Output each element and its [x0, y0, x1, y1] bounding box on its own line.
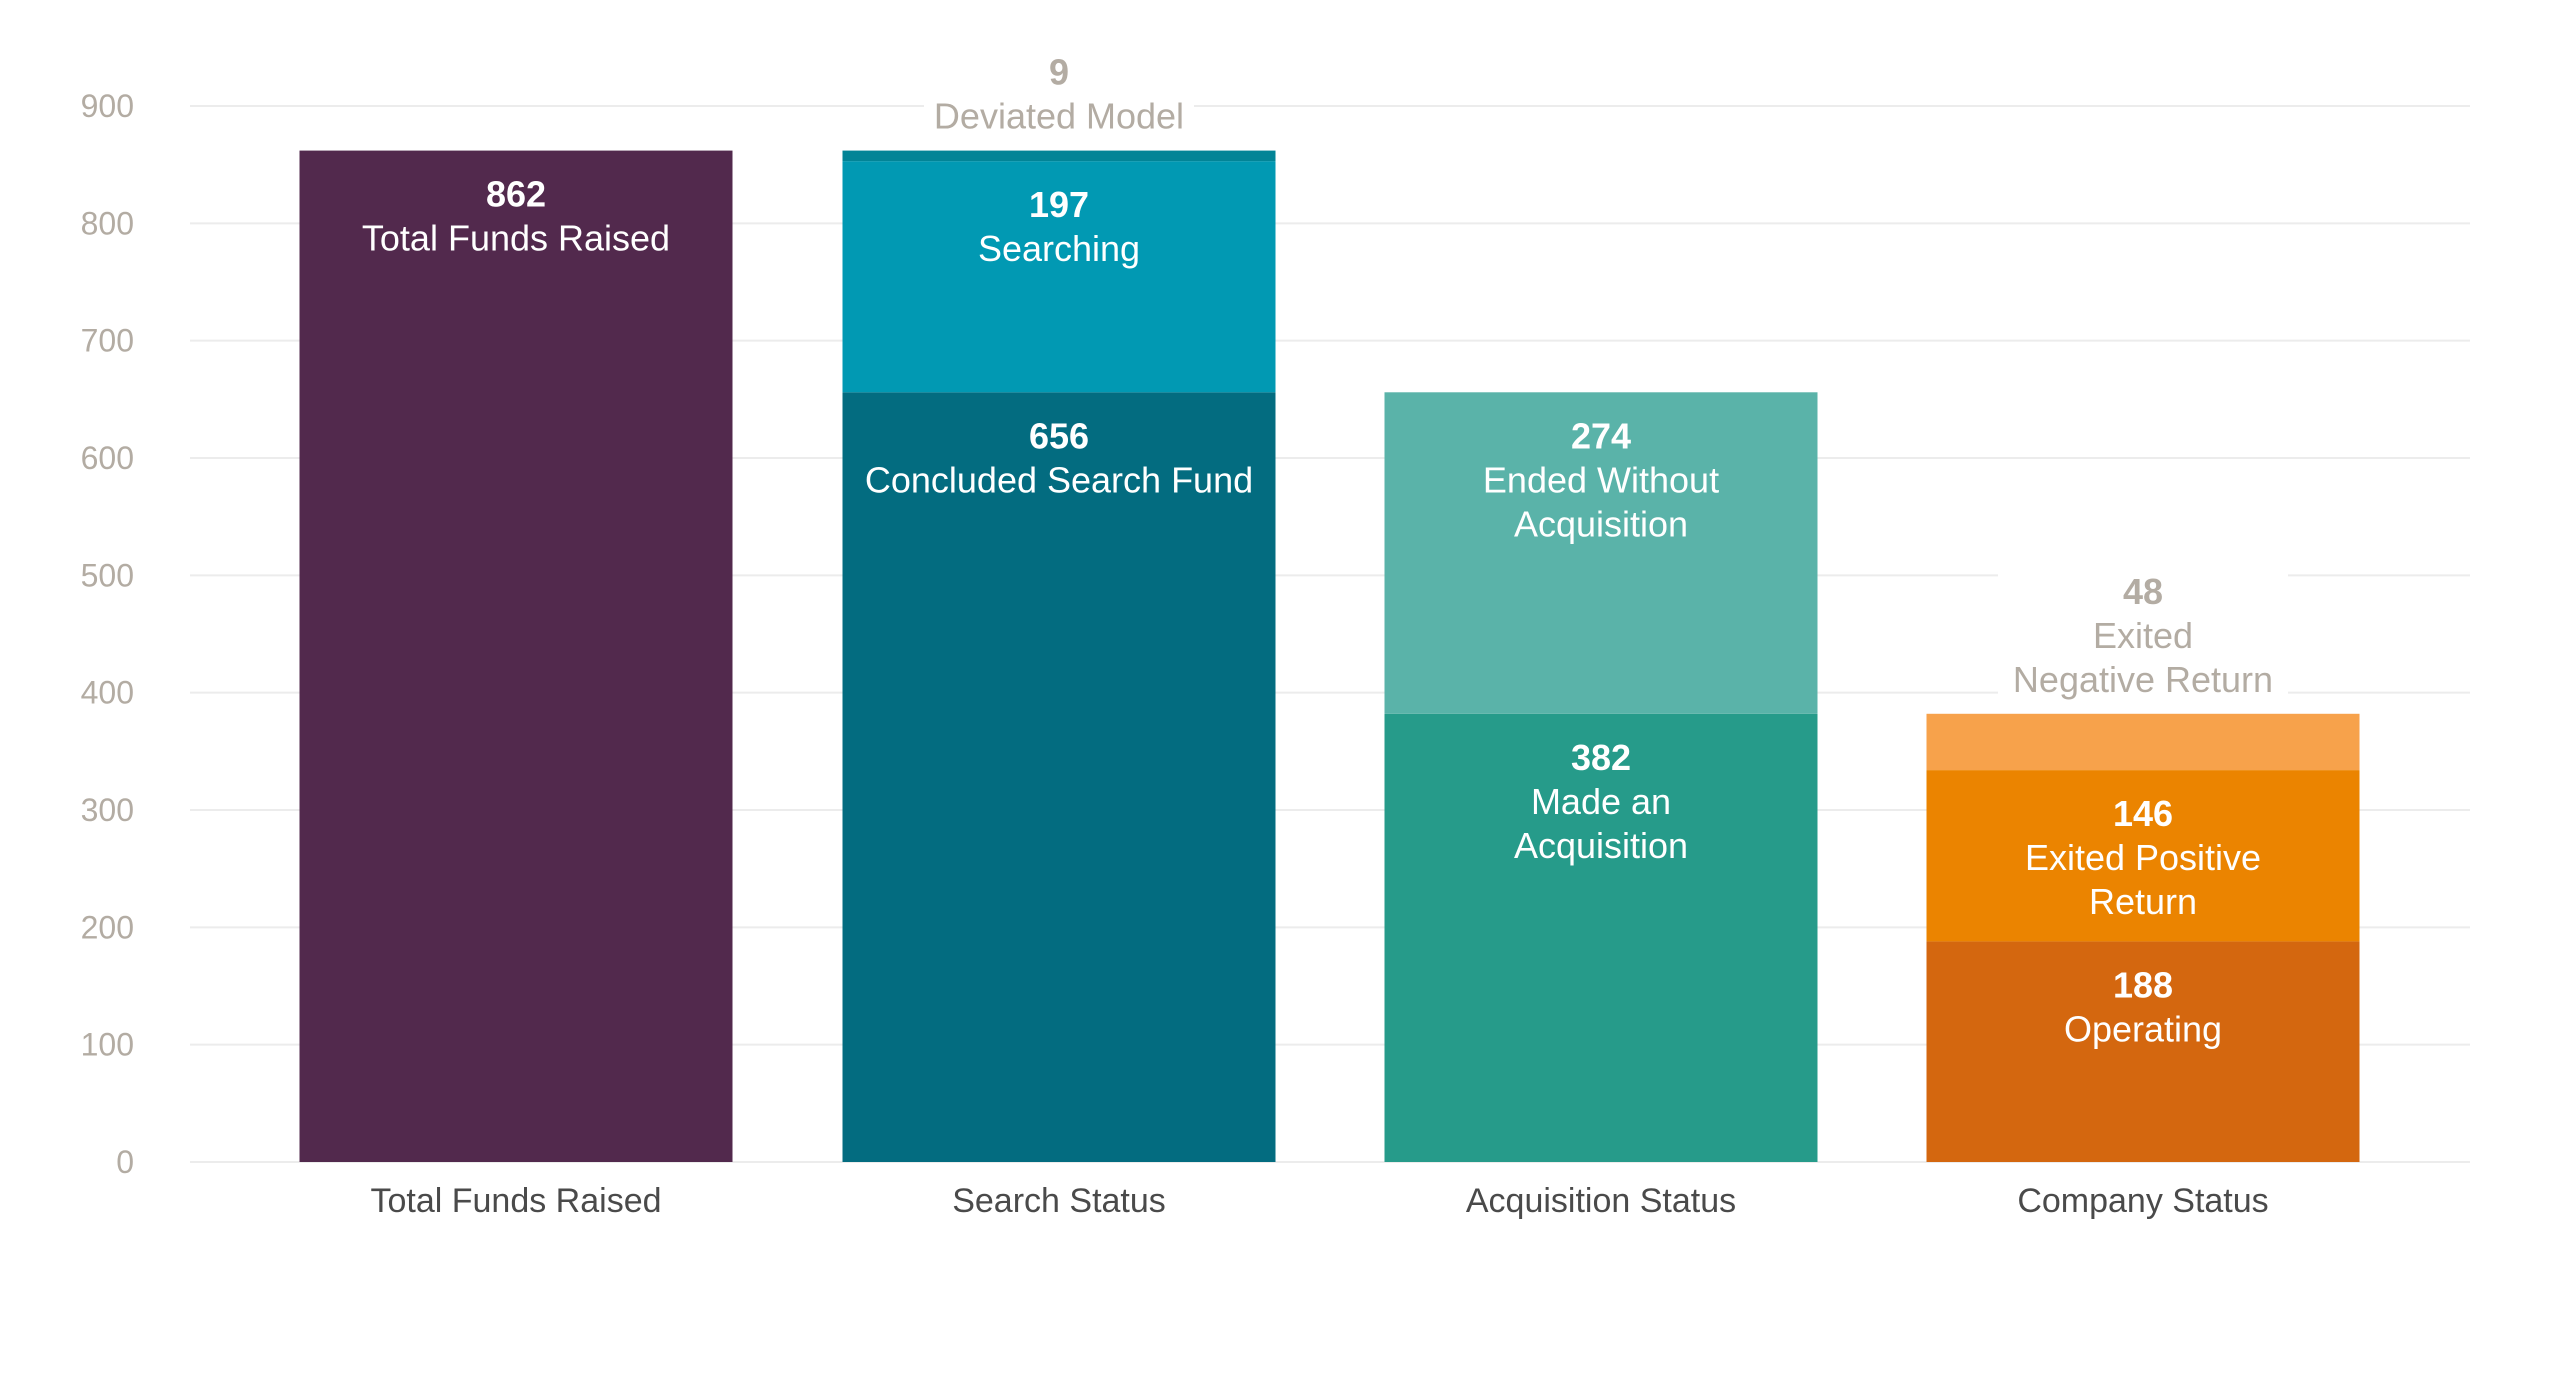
- y-tick-label: 0: [116, 1144, 134, 1180]
- x-tick-label: Company Status: [2017, 1182, 2268, 1220]
- data-label-value: 382: [1571, 737, 1631, 778]
- y-tick-label: 700: [81, 323, 134, 359]
- data-label-value: 862: [486, 174, 546, 215]
- data-label-name: Negative Return: [2013, 659, 2273, 700]
- bar-segment: [1384, 392, 1818, 714]
- data-label-value: 188: [2113, 964, 2173, 1005]
- data-label-value: 9: [1049, 52, 1069, 93]
- data-label-value: 48: [2123, 571, 2163, 612]
- y-tick-label: 400: [81, 675, 134, 711]
- y-tick-label: 100: [81, 1027, 134, 1063]
- y-axis: 0 100 200 300 400 500 600 700 800 900: [81, 88, 134, 1180]
- data-label-name: Acquisition: [1514, 503, 1688, 544]
- bar-segment: [299, 150, 733, 1162]
- x-axis: Total Funds Raised Search Status Acquisiti…: [370, 1182, 2268, 1220]
- data-label-value: 197: [1029, 184, 1089, 225]
- data-label-name: Made an: [1531, 781, 1671, 822]
- data-label-name: Acquisition: [1514, 825, 1688, 866]
- bar-segment: [1926, 713, 2360, 771]
- bars: [299, 150, 2360, 1162]
- label-background: [924, 48, 1194, 143]
- x-tick-label: Acquisition Status: [1466, 1182, 1736, 1220]
- y-tick-label: 800: [81, 205, 134, 241]
- bar-segment: [842, 161, 1276, 393]
- data-label-value: 146: [2113, 793, 2173, 834]
- data-label-name: Exited Positive: [2025, 837, 2261, 878]
- data-label-value: 274: [1571, 415, 1631, 456]
- bar-segment: [842, 392, 1276, 1162]
- data-label-name: Deviated Model: [934, 96, 1184, 137]
- data-label-name: Concluded Search Fund: [865, 459, 1253, 500]
- y-tick-label: 500: [81, 557, 134, 593]
- data-label-name: Return: [2089, 881, 2197, 922]
- bar-segment: [1926, 770, 2360, 942]
- bar-segment: [1384, 713, 1818, 1162]
- data-label-name: Searching: [978, 228, 1140, 269]
- data-label-name: Total Funds Raised: [362, 218, 670, 259]
- x-tick-label: Search Status: [952, 1182, 1166, 1220]
- data-label-name: Operating: [2064, 1008, 2222, 1049]
- y-tick-label: 200: [81, 909, 134, 945]
- y-tick-label: 300: [81, 792, 134, 828]
- y-tick-label: 900: [81, 88, 134, 124]
- bar-segment: [1926, 941, 2360, 1162]
- data-label-name: Ended Without: [1483, 459, 1719, 500]
- label-background: [1998, 567, 2288, 706]
- x-tick-label: Total Funds Raised: [370, 1182, 661, 1220]
- bar-segment: [842, 150, 1276, 162]
- y-tick-label: 600: [81, 440, 134, 476]
- data-label-name: Exited: [2093, 615, 2193, 656]
- data-label-value: 656: [1029, 415, 1089, 456]
